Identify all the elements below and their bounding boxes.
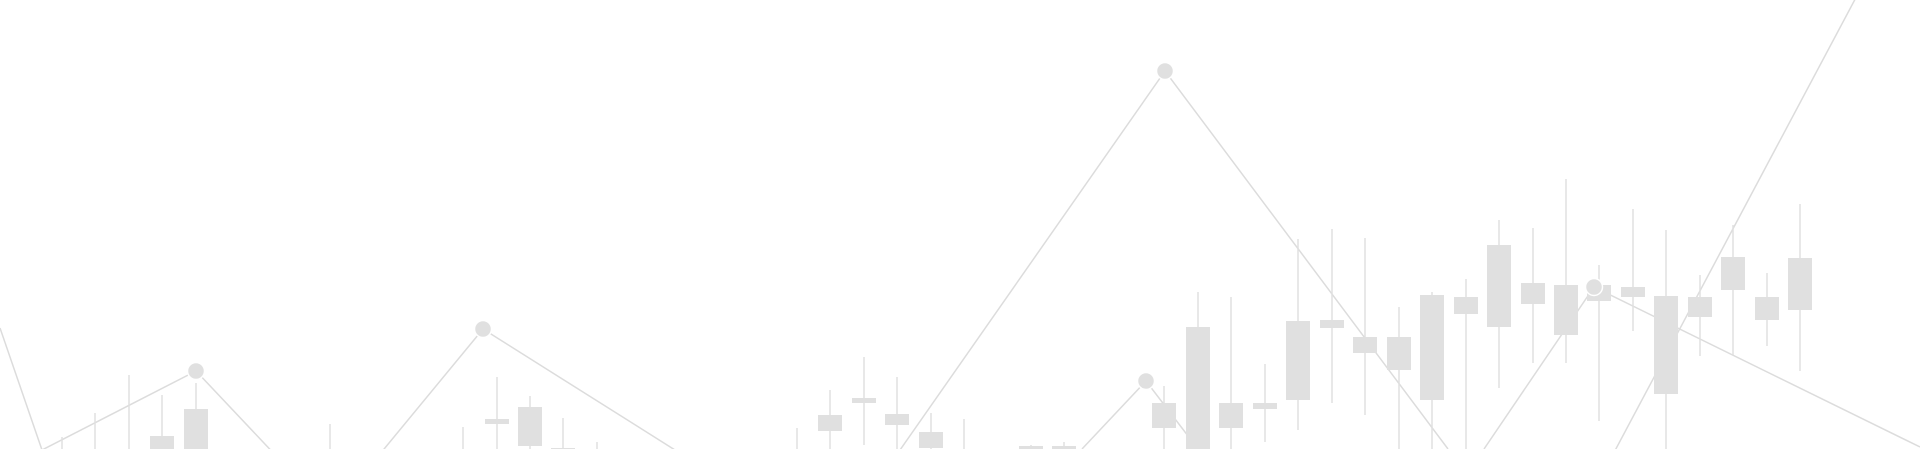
candle-body (1788, 258, 1812, 310)
candle-body (1721, 257, 1745, 290)
candle (1253, 364, 1277, 442)
candle-body (1353, 337, 1377, 353)
candle-body (1052, 446, 1076, 449)
line-marker (473, 319, 493, 339)
candle (1152, 386, 1176, 449)
candle-body (1253, 403, 1277, 409)
candle-body (1521, 283, 1545, 304)
candle-body (1755, 297, 1779, 320)
line-marker (1155, 61, 1175, 81)
candle-body (1688, 297, 1712, 317)
candle-body (1454, 297, 1478, 314)
candle-body (1219, 403, 1243, 428)
candle-body (1420, 295, 1444, 400)
candle (518, 396, 542, 449)
candle (885, 377, 909, 449)
candle-body (919, 432, 943, 448)
candle-body (1320, 320, 1344, 328)
candle-body (150, 436, 174, 449)
candle (1788, 204, 1812, 371)
candle (1721, 225, 1745, 355)
candle (551, 418, 575, 449)
candle-body (818, 415, 842, 431)
candle (1353, 238, 1377, 415)
candle (485, 377, 509, 449)
candle-body (1621, 287, 1645, 297)
candle (1654, 230, 1678, 449)
candle (1219, 297, 1243, 449)
candle-body (1186, 327, 1210, 449)
candle-body (1554, 285, 1578, 335)
peak-markers (186, 61, 1604, 391)
candle (1621, 209, 1645, 331)
candle (1019, 445, 1043, 449)
candle-body (1387, 337, 1411, 370)
candle (1320, 229, 1344, 403)
candle-body (1487, 245, 1511, 327)
candle (150, 395, 174, 449)
candle (1186, 292, 1210, 449)
candle-body (485, 419, 509, 424)
candle (1387, 307, 1411, 449)
candles (61, 179, 1812, 449)
line-marker (1584, 277, 1604, 297)
series-line-6 (1615, 0, 1856, 449)
candle (1755, 273, 1779, 346)
candle-body (885, 414, 909, 425)
candle-body (1654, 296, 1678, 394)
candle-body (518, 407, 542, 446)
candle (1521, 228, 1545, 363)
candle-body (184, 409, 208, 449)
candle-body (1286, 321, 1310, 400)
candle (852, 357, 876, 445)
candle (1454, 279, 1478, 449)
candle (1487, 220, 1511, 388)
line-marker (1136, 371, 1156, 391)
candle (1554, 179, 1578, 363)
candle-body (1152, 403, 1176, 428)
candle (1688, 275, 1712, 356)
line-marker (186, 361, 206, 381)
candle-body (1019, 446, 1043, 449)
candle-body (852, 398, 876, 403)
series-line-4 (1081, 379, 1199, 449)
candle (1052, 442, 1076, 449)
candle (919, 413, 943, 449)
candle (818, 390, 842, 449)
series-line-1 (0, 327, 271, 449)
candle (1286, 239, 1310, 430)
candle (1420, 292, 1444, 449)
candle (184, 383, 208, 449)
